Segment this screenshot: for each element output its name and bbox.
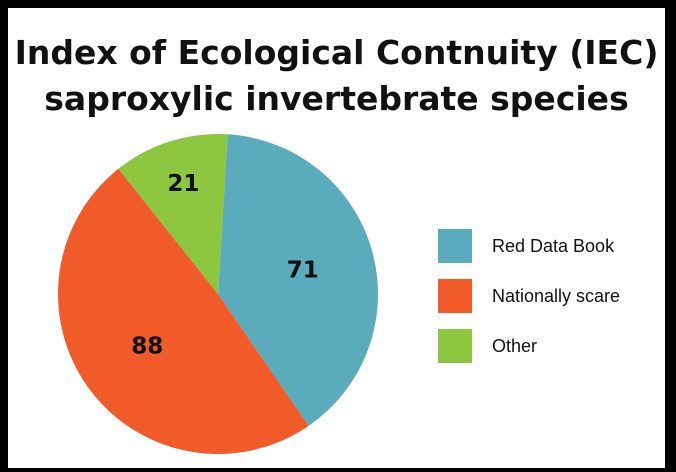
chart-title-line-2: saproxylic invertebrate species [44,79,629,118]
pie-slice-other [118,134,228,294]
pie-slice-nationally-scare [57,168,309,455]
legend-label: Nationally scare [492,286,620,306]
legend-swatch [438,229,472,263]
chart-title-line-1: Index of Ecological Contnuity (IEC) [14,33,659,72]
pie-slice-red-data-book [218,134,379,426]
slice-value-label: 21 [167,171,199,197]
legend-label: Red Data Book [492,236,615,256]
legend-swatch [438,279,472,313]
pie-slice-labels: 71 88 21 [131,171,319,359]
legend-label: Other [492,336,537,356]
pie-slices [57,134,379,455]
legend-swatch [438,329,472,363]
chart-panel: Index of Ecological Contnuity (IEC) sapr… [8,8,665,468]
chart-title: Index of Ecological Contnuity (IEC) sapr… [8,30,665,122]
slice-value-label: 88 [131,333,163,359]
pie-chart: 71 88 21 Red Data Book Nationally scare Othe… [57,134,620,455]
slice-value-label: 71 [287,257,319,283]
legend: Red Data Book Nationally scare Other [438,229,620,363]
